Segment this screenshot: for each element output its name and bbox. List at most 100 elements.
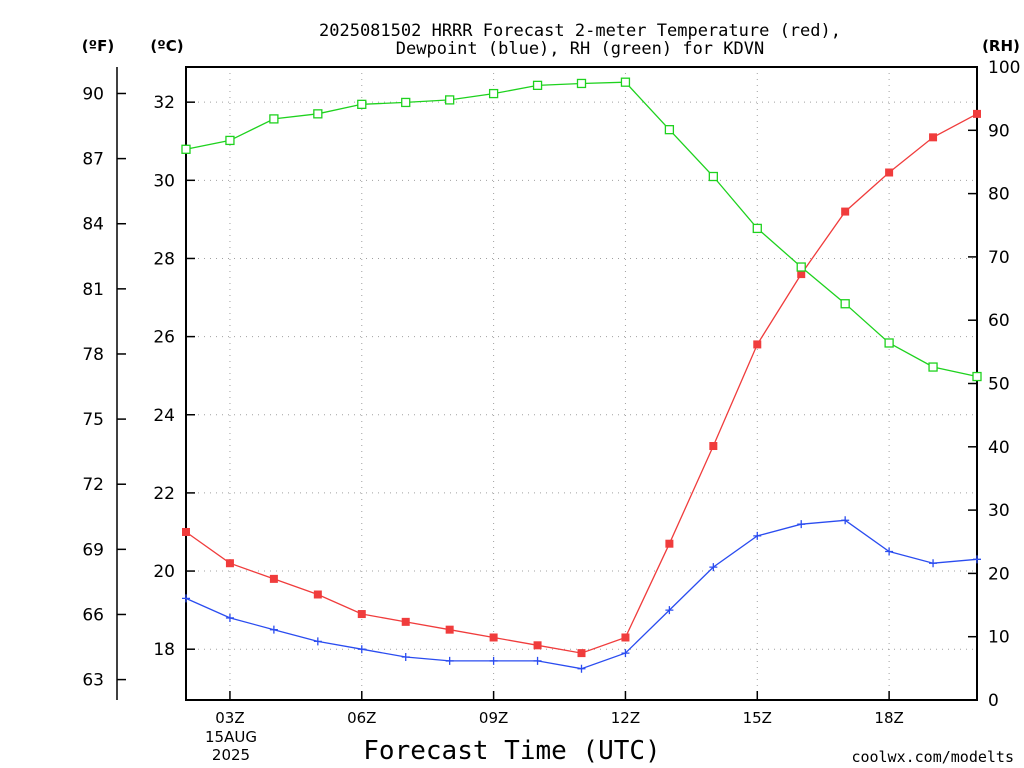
rh-tick-label: 40 xyxy=(988,438,1010,458)
celsius-tick-label: 30 xyxy=(153,171,175,191)
fahrenheit-axis: 63 66 69 72 75 78 81 84 87 90 xyxy=(82,84,126,691)
fahrenheit-unit-label: (ºF) xyxy=(82,37,114,55)
rh-point xyxy=(488,88,499,99)
celsius-tick-label: 26 xyxy=(153,328,175,348)
rh-tick-label: 20 xyxy=(988,564,1010,584)
temperature-point xyxy=(577,649,586,658)
dewpoint-point xyxy=(797,520,806,529)
x-axis-title: Forecast Time (UTC) xyxy=(363,736,660,766)
fahrenheit-tick-label: 63 xyxy=(82,671,104,691)
fahrenheit-tick-label: 72 xyxy=(82,475,104,495)
rh-point xyxy=(445,95,455,105)
celsius-axis: 18 20 22 24 26 28 30 32 xyxy=(153,93,195,660)
rh-point xyxy=(401,97,411,108)
celsius-unit-label: (ºC) xyxy=(150,37,183,55)
fahrenheit-tick-label: 87 xyxy=(82,150,104,170)
fahrenheit-tick-label: 75 xyxy=(82,410,104,430)
rh-tick-label: 50 xyxy=(988,375,1010,395)
dewpoint-series xyxy=(182,516,981,673)
time-tick-label: 03Z xyxy=(215,709,244,727)
dewpoint-point xyxy=(313,637,322,646)
celsius-tick-label: 28 xyxy=(153,249,175,269)
time-tick-label: 15Z xyxy=(743,709,772,727)
temperature-point xyxy=(885,168,894,177)
x-axis: 03Z 06Z 09Z 12Z 15Z 18Z xyxy=(215,691,904,727)
dewpoint-point xyxy=(621,649,630,658)
dewpoint-point xyxy=(401,653,410,662)
time-tick-label: 09Z xyxy=(479,709,508,727)
time-tick-label: 06Z xyxy=(347,709,376,727)
temperature-point xyxy=(401,617,410,626)
temperature-point xyxy=(973,109,981,118)
rh-tick-label: 0 xyxy=(988,691,999,711)
temperature-point xyxy=(709,442,718,451)
dewpoint-point xyxy=(753,531,762,540)
fahrenheit-tick-label: 81 xyxy=(82,280,104,300)
fahrenheit-tick-label: 84 xyxy=(82,215,104,235)
rh-point xyxy=(357,99,367,109)
temperature-point xyxy=(841,207,850,216)
rh-point xyxy=(796,262,806,272)
celsius-tick-label: 32 xyxy=(153,93,175,113)
rh-point xyxy=(225,135,235,146)
rh-point xyxy=(576,78,587,89)
rh-tick-label: 80 xyxy=(988,185,1010,205)
time-tick-label: 12Z xyxy=(611,709,640,727)
rh-axis: 0 10 20 30 40 50 60 70 80 90 100 xyxy=(968,58,1020,711)
date-label-year: 2025 xyxy=(212,746,250,764)
fahrenheit-tick-label: 78 xyxy=(82,345,104,365)
temperature-point xyxy=(665,539,674,548)
date-label-day: 15AUG xyxy=(205,728,257,746)
credit-text: coolwx.com/modelts xyxy=(851,748,1014,766)
rh-point xyxy=(313,109,323,119)
series-layer xyxy=(181,77,982,673)
temperature-point xyxy=(445,625,454,634)
rh-point xyxy=(752,223,762,234)
rh-point xyxy=(708,171,718,182)
dewpoint-point xyxy=(225,613,234,622)
time-tick-label: 18Z xyxy=(874,709,903,727)
chart-title-line2: Dewpoint (blue), RH (green) for KDVN xyxy=(396,39,764,59)
celsius-tick-label: 18 xyxy=(153,640,175,660)
fahrenheit-tick-label: 69 xyxy=(82,540,104,560)
dewpoint-point xyxy=(445,656,454,665)
rh-point xyxy=(928,362,938,372)
temperature-point xyxy=(489,633,498,642)
rh-series xyxy=(181,77,982,382)
rh-point xyxy=(972,371,982,382)
rh-point xyxy=(181,144,191,154)
rh-point xyxy=(884,338,894,348)
dewpoint-point xyxy=(269,625,278,634)
dewpoint-point xyxy=(665,606,674,615)
temperature-series xyxy=(182,109,981,658)
rh-tick-label: 90 xyxy=(988,121,1010,141)
dewpoint-point xyxy=(841,516,850,525)
temperature-point xyxy=(533,641,542,650)
dewpoint-point xyxy=(885,547,894,556)
dewpoint-point xyxy=(182,594,190,603)
dewpoint-point xyxy=(533,656,542,665)
rh-point xyxy=(532,80,543,91)
rh-unit-label: (RH) xyxy=(982,37,1020,55)
temperature-point xyxy=(929,133,938,142)
temperature-point xyxy=(357,610,366,619)
rh-point xyxy=(664,125,675,135)
temperature-point xyxy=(797,270,806,279)
celsius-tick-label: 20 xyxy=(153,562,175,582)
dewpoint-point xyxy=(929,559,938,568)
temperature-point xyxy=(225,559,234,568)
rh-tick-label: 70 xyxy=(988,248,1010,268)
fahrenheit-tick-label: 90 xyxy=(82,84,104,104)
celsius-tick-label: 22 xyxy=(153,484,175,504)
temperature-point xyxy=(269,574,278,583)
rh-tick-label: 30 xyxy=(988,501,1010,521)
rh-tick-label: 10 xyxy=(988,628,1010,648)
dewpoint-point xyxy=(973,555,981,564)
dewpoint-point xyxy=(709,563,718,572)
fahrenheit-tick-label: 66 xyxy=(82,605,104,625)
temperature-point xyxy=(313,590,322,599)
rh-tick-label: 60 xyxy=(988,311,1010,331)
celsius-tick-label: 24 xyxy=(153,406,175,426)
temperature-point xyxy=(182,527,190,536)
